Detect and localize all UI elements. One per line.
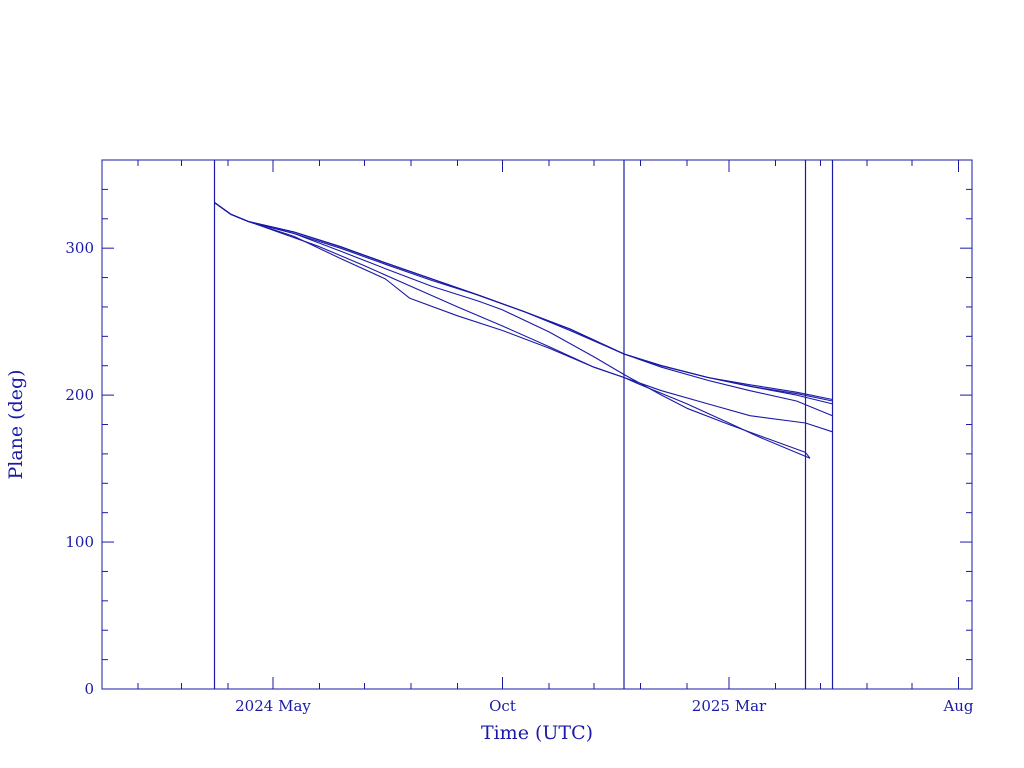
x-tick-label: Oct <box>489 697 516 715</box>
series-line <box>214 202 833 401</box>
series-line <box>214 202 811 459</box>
y-tick-label: 0 <box>84 680 94 698</box>
y-tick-label: 100 <box>65 533 94 551</box>
series-line <box>214 202 833 405</box>
y-tick-label: 200 <box>65 386 94 404</box>
series-lines <box>214 202 833 459</box>
axis-ticks <box>102 159 972 690</box>
series-line <box>214 202 833 433</box>
x-tick-label: Aug <box>942 697 973 715</box>
plot-frame <box>101 159 973 690</box>
y-axis-title: Plane (deg) <box>5 369 27 479</box>
y-tick-label: 300 <box>65 239 94 257</box>
tick-labels: 0 100 200 300 2024 May Oct 2025 Mar Aug <box>65 239 974 715</box>
x-tick-label: 2025 Mar <box>692 697 767 715</box>
x-axis-title: Time (UTC) <box>481 722 593 744</box>
series-line <box>214 202 833 402</box>
vertical-markers <box>213 160 834 689</box>
x-tick-label: 2024 May <box>235 697 311 715</box>
